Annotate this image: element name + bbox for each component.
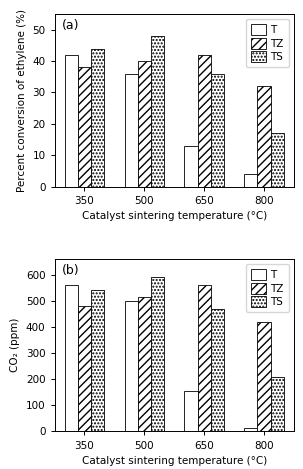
X-axis label: Catalyst sintering temperature (°C): Catalyst sintering temperature (°C) <box>82 211 267 221</box>
Y-axis label: CO₂ (ppm): CO₂ (ppm) <box>10 318 20 372</box>
Bar <box>211 74 224 187</box>
Bar <box>138 297 151 431</box>
Bar <box>78 306 91 431</box>
Y-axis label: Percent conversion of ethylene (%): Percent conversion of ethylene (%) <box>17 9 27 192</box>
Bar <box>211 309 224 431</box>
Bar <box>78 68 91 187</box>
Bar <box>151 36 164 187</box>
Bar <box>198 55 211 187</box>
Bar <box>65 285 78 431</box>
Bar <box>125 74 138 187</box>
X-axis label: Catalyst sintering temperature (°C): Catalyst sintering temperature (°C) <box>82 456 267 466</box>
Bar <box>271 133 284 187</box>
Text: (a): (a) <box>62 19 79 32</box>
Bar <box>198 285 211 431</box>
Bar <box>244 428 258 431</box>
Legend: T, TZ, TS: T, TZ, TS <box>246 264 289 312</box>
Bar <box>125 301 138 431</box>
Bar <box>258 86 271 187</box>
Bar <box>91 49 104 187</box>
Bar <box>258 322 271 431</box>
Bar <box>151 277 164 431</box>
Legend: T, TZ, TS: T, TZ, TS <box>246 19 289 68</box>
Bar <box>91 290 104 431</box>
Bar <box>138 61 151 187</box>
Bar <box>185 391 198 431</box>
Bar <box>65 55 78 187</box>
Bar <box>244 174 258 187</box>
Bar <box>185 146 198 187</box>
Text: (b): (b) <box>62 264 79 277</box>
Bar <box>271 377 284 431</box>
